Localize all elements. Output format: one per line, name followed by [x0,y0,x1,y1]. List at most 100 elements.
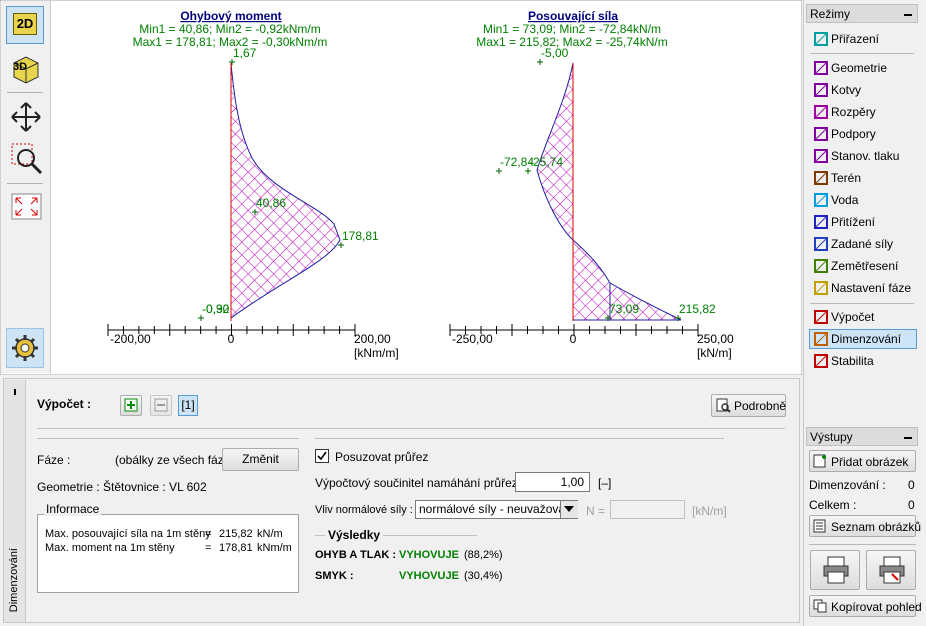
modes-title: Režimy [810,7,851,21]
add-image-label[interactable]: Přidat obrázek [831,455,909,469]
label-marker [338,242,344,248]
mode-item[interactable]: Přitížení [831,215,876,229]
mode-item[interactable]: Rozpěry [831,105,876,119]
add-image-button[interactable] [809,450,916,472]
fit-view-tool [11,193,42,220]
count-value: 0 [908,478,915,492]
side-tab-label[interactable]: Dimenzování [8,548,20,613]
mode-icon [814,149,828,163]
mode-item[interactable]: Kotvy [831,83,862,97]
mode-item[interactable]: Dimenzování [831,332,902,346]
result-label: OHYB A TLAK : [315,549,397,561]
collapse-button[interactable] [904,437,912,439]
info-box [37,514,299,593]
label-marker [675,315,681,321]
settings-icon [12,335,38,361]
mode-item[interactable]: Nastavení fáze [831,281,912,295]
change-button[interactable]: Změnit [222,448,299,471]
stage-value: (obálky ze všech fází) [115,453,232,467]
results-line [315,535,477,536]
copy-view-label[interactable]: Kopírovat pohled [831,600,922,614]
diagram-value-label: 1,67 [233,46,257,60]
mode-item[interactable]: Geometrie [831,61,888,75]
diagram-value-label: 40,86 [256,196,286,210]
image-list-button[interactable] [809,515,916,537]
view-3d-icon [13,56,39,84]
left-divider [37,438,299,439]
mode-item[interactable]: Stanov. tlaku [831,149,900,163]
scale-unit: [kN/m] [697,346,732,360]
info-title: Informace [44,502,102,516]
diagram-value-label: -5,00 [541,46,569,60]
coef-input[interactable]: 1,00 [515,472,590,492]
results-title: Výsledky [325,528,384,542]
mode-item[interactable]: Zemětřesení [831,259,899,273]
checkbox [315,449,329,463]
mode-item[interactable]: Výpočet [831,310,875,324]
scale-label: 0 [228,332,235,346]
diagram-value-label: -25,74 [529,155,563,169]
info-cell: = [205,542,212,554]
calc-label: Výpočet : [37,397,92,411]
mode-item[interactable]: Voda [831,193,859,207]
diagram-value-label: 178,81 [342,229,379,243]
mode-item[interactable]: Přiřazení [831,32,880,46]
diagram-area [536,62,574,242]
mode-icon [814,310,828,324]
copy-view-button[interactable] [809,595,916,617]
coef-unit: [–] [598,476,612,490]
result-ratio: (88,2%) [464,549,503,561]
modes-header [806,4,918,23]
image-list-label[interactable]: Seznam obrázků [831,520,922,534]
normal-select[interactable]: normálové síly - neuvažovat [415,500,578,519]
details-icon [716,398,731,413]
add-icon [124,398,138,412]
toolbar-sep [7,183,43,184]
collapse-button[interactable] [904,14,912,16]
scale-label: 0 [570,332,577,346]
print-icon [879,556,905,584]
toolbar-sep [7,92,43,93]
mode-item[interactable]: Zadané síly [831,237,894,251]
zoom-tool [11,143,43,175]
mode-icon [814,354,828,368]
side-tab [4,380,26,622]
outputs-sep [809,544,916,545]
mode-item[interactable]: Stabilita [831,354,874,368]
top-divider [37,428,785,429]
result-label: SMYK : [315,570,354,582]
mode-icon [814,61,828,75]
pan-tool [11,102,41,132]
diagram-extremes: Max1 = 178,81; Max2 = -0,30kNm/m [133,35,328,49]
check-label[interactable]: Posuzovat průřez [335,450,429,464]
outputs-header [806,427,918,446]
mode-item[interactable]: Terén [831,171,862,185]
mode-icon [814,105,828,119]
scale-label: -200,00 [110,332,151,346]
total-label: Celkem : [809,498,857,512]
info-cell: = [205,528,212,540]
stage-tab[interactable]: [1] [178,395,198,416]
print-icon [823,556,849,584]
scale-label: 200,00 [354,332,391,346]
mode-icon [814,127,828,141]
mode-item[interactable]: Podpory [831,127,876,141]
info-cell: 215,82 [219,528,253,540]
count-label: Dimenzování : [809,478,886,492]
view-3d-label[interactable]: 3D [13,61,28,73]
details-label[interactable]: Podrobně [734,399,787,413]
diagram-title: Ohybový moment [180,9,281,23]
mode-separator [810,53,914,54]
diagram-value-label: 73,09 [609,302,639,316]
mode-selected [809,329,917,349]
info-cell: kN/m [257,528,283,540]
mode-icon [814,171,828,185]
info-cell: kNm/m [257,542,292,554]
view-2d-label[interactable]: 2D [13,13,37,35]
scale-unit: [kNm/m] [354,346,399,360]
scale-label: -250,00 [452,332,493,346]
info-cell: Max. posouvající síla na 1m stěny [45,528,211,540]
diagram-extremes: Min1 = 40,86; Min2 = -0,92kNm/m [139,22,320,36]
